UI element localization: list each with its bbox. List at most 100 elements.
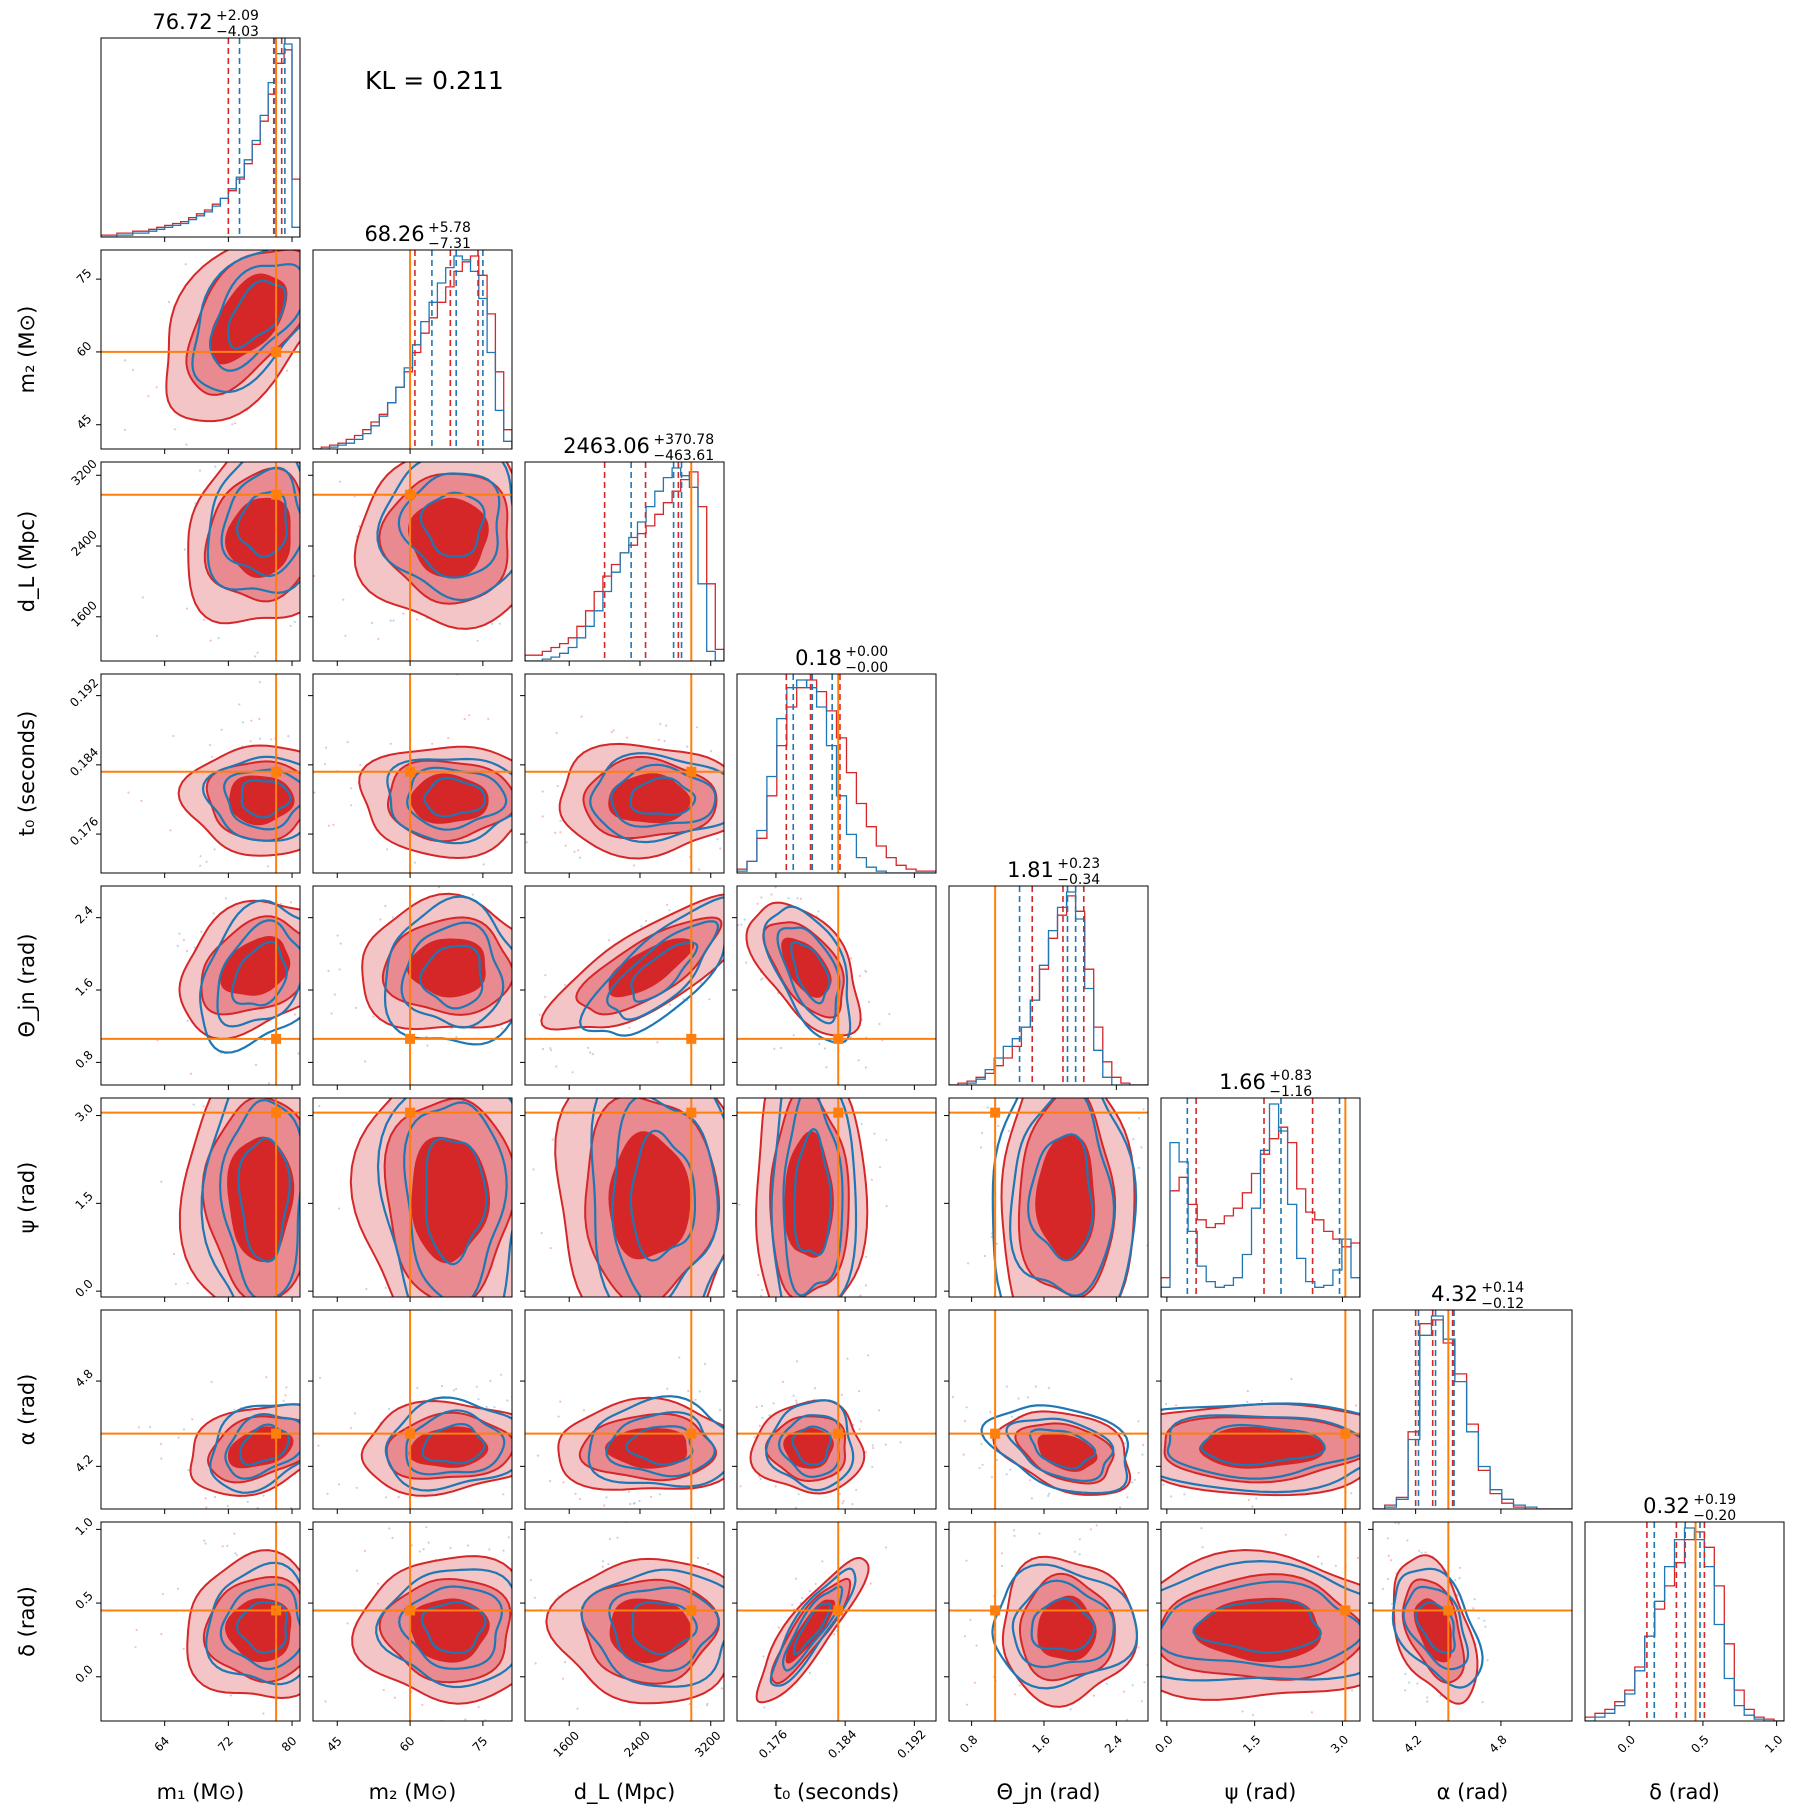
histogram-title-t0: 0.18 (795, 646, 842, 670)
scatter-point (302, 1716, 304, 1718)
panel-content (737, 1098, 936, 1316)
contour-flow-0-dL-m2 (376, 462, 512, 602)
title-upper-error-alpha: +0.14 (1481, 1280, 1524, 1296)
histogram-flow-psi (1161, 1103, 1360, 1297)
scatter-point (250, 414, 252, 416)
scatter-point (536, 1407, 538, 1409)
scatter-point (1251, 1505, 1254, 1508)
scatter-point (551, 535, 553, 537)
scatter-point (974, 1345, 976, 1347)
scatter-point (1411, 1466, 1413, 1468)
scatter-point (1424, 1551, 1427, 1554)
scatter-point (305, 524, 307, 526)
scatter-point (580, 492, 582, 494)
x-tick-label-dL: 2400 (621, 1728, 652, 1759)
scatter-point (220, 728, 223, 731)
scatter-point (725, 1515, 727, 1517)
scatter-point (268, 396, 270, 398)
contour-flow-2-psi-dL (629, 1129, 696, 1262)
scatter-point (301, 1566, 303, 1568)
scatter-point (319, 1010, 321, 1012)
scatter-point (884, 1546, 888, 1549)
scatter-point (941, 1517, 943, 1519)
title-lower-error-dL: −463.61 (653, 448, 714, 464)
scatter-point (437, 886, 440, 889)
scatter-point (258, 737, 261, 740)
scatter-point (715, 973, 717, 975)
scatter-point (226, 1504, 229, 1508)
scatter-point (177, 1436, 180, 1439)
panel-delta-t0: 0.176 0.184 0.192 (732, 1521, 937, 1761)
scatter-point (1414, 1506, 1416, 1508)
contour-flow-1-delta-m2 (398, 1585, 504, 1670)
scatter-point (822, 1314, 824, 1316)
scatter-point (521, 828, 523, 830)
scatter-point (965, 1406, 968, 1409)
scatter-point (859, 1294, 862, 1297)
scatter-point (277, 169, 279, 171)
scatter-point (983, 1254, 987, 1258)
y-tick-label-dL: 3200 (68, 457, 99, 488)
scatter-point (500, 1373, 503, 1376)
scatter-point (1095, 1524, 1098, 1527)
panel-frame (736, 1521, 937, 1722)
scatter-point (1355, 1404, 1358, 1407)
x-axis-label-t0: t₀ (seconds) (774, 1780, 900, 1804)
scatter-point (610, 731, 613, 734)
scatter-point (335, 568, 337, 570)
scatter-point (494, 1518, 496, 1520)
scatter-point (307, 239, 309, 241)
scatter-point (187, 1468, 190, 1472)
scatter-point (1009, 1468, 1012, 1471)
scatter-point (250, 434, 252, 436)
scatter-point (562, 1481, 565, 1484)
scatter-point (176, 1511, 178, 1513)
scatter-point (559, 1400, 562, 1403)
scatter-point (1284, 1533, 1287, 1536)
scatter-point (1040, 1342, 1042, 1344)
panel-frame (312, 1521, 513, 1722)
scatter-point (1092, 1694, 1095, 1697)
scatter-point (541, 815, 544, 818)
scatter-point (1392, 1410, 1394, 1412)
panel-content (737, 1310, 936, 1509)
scatter-point (1454, 1578, 1457, 1582)
scatter-point (589, 908, 591, 910)
histogram-flow-t0 (737, 679, 936, 873)
scatter-point (258, 717, 261, 721)
scatter-point (1038, 1532, 1041, 1535)
scatter-point (715, 1338, 717, 1340)
scatter-point (758, 1475, 761, 1478)
y-tick-label-alpha: 4.2 (72, 1452, 95, 1475)
scatter-point (657, 738, 661, 741)
contour-flow-0-psi-m1 (200, 1098, 235, 1297)
contour-flow-2-theta-m1 (230, 940, 288, 1007)
scatter-point (758, 1053, 760, 1055)
scatter-point (1131, 1481, 1134, 1484)
contour-flow-2-delta-psi (1192, 1599, 1322, 1654)
x-tick-label-m1: 80 (279, 1734, 300, 1755)
contour-flow-0-delta-psi (1161, 1559, 1360, 1682)
scatter-point (999, 1619, 1001, 1621)
scatter-point (264, 862, 266, 864)
scatter-point (313, 574, 316, 578)
panel-content (941, 1310, 1413, 1519)
scatter-point (509, 1389, 511, 1391)
scatter-point (528, 795, 530, 797)
scatter-point (549, 1047, 552, 1050)
scatter-point (546, 1464, 548, 1466)
scatter-point (204, 1349, 206, 1351)
scatter-point (986, 1106, 989, 1109)
x-tick-label-dL: 3200 (692, 1728, 723, 1759)
scatter-point (173, 428, 176, 431)
panel-frame (736, 1097, 937, 1298)
scatter-point (555, 1065, 558, 1068)
scatter-point (858, 1390, 861, 1393)
scatter-point (336, 1435, 338, 1437)
scatter-point (306, 801, 308, 803)
contour-flow-1-t0-m2 (406, 766, 508, 831)
scatter-point (233, 1532, 236, 1535)
contour-flow-0-alpha-theta (980, 1404, 1130, 1495)
scatter-point (1255, 1497, 1258, 1500)
scatter-point (269, 240, 271, 242)
